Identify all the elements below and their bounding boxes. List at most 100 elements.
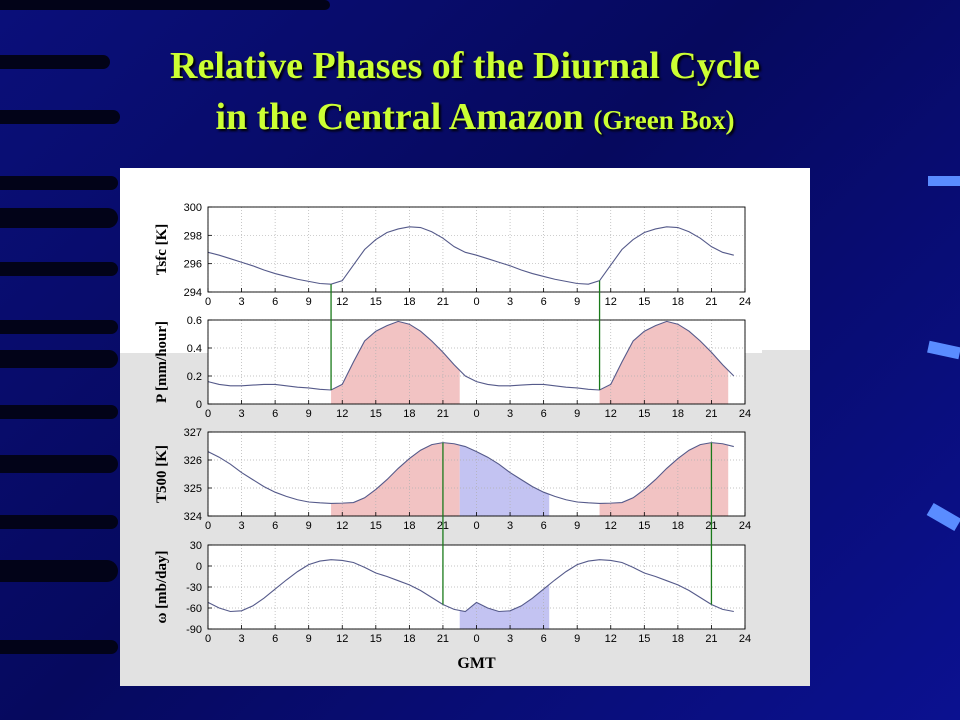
x-tick-label: 18: [403, 633, 415, 645]
bg-stripe: [0, 55, 110, 69]
x-tick-label: 3: [507, 520, 513, 532]
chart-panel: 294 296 298 300 0 3 6 9 12 15 18 21 0 3 6 9 12 15 18 21 24 Ts…: [120, 168, 810, 686]
y-tick-label: 0: [196, 399, 202, 411]
slide-title-line2: in the Central Amazon (Green Box): [10, 95, 940, 139]
x-tick-label: 0: [205, 408, 211, 420]
x-tick-label: 0: [205, 296, 211, 308]
x-tick-label: 6: [541, 296, 547, 308]
x-tick-label: 6: [272, 633, 278, 645]
y-tick-label: 327: [184, 427, 202, 439]
x-tick-label: 6: [272, 296, 278, 308]
x-tick-label: 3: [507, 296, 513, 308]
x-tick-label: 12: [336, 296, 348, 308]
x-tick-label: 18: [403, 520, 415, 532]
x-tick-label: 15: [370, 520, 382, 532]
slide-title-suffix: (Green Box): [593, 105, 735, 135]
x-tick-label: 3: [239, 408, 245, 420]
x-tick-label: 9: [306, 296, 312, 308]
y-tick-label: 326: [184, 455, 202, 467]
shaded-region: [331, 442, 460, 516]
y-tick-label: -90: [186, 624, 202, 636]
x-tick-label: 6: [541, 408, 547, 420]
y-tick-label: 0.6: [187, 315, 202, 327]
shaded-region: [331, 321, 460, 404]
x-tick-label: 9: [574, 296, 580, 308]
x-tick-label: 6: [272, 520, 278, 532]
y-tick-label: 30: [190, 540, 202, 552]
x-tick-label: 15: [638, 408, 650, 420]
shaded-region: [459, 445, 550, 516]
x-tick-label: 21: [437, 633, 449, 645]
x-tick-label: 18: [672, 408, 684, 420]
bg-stripe: [0, 640, 118, 654]
y-axis-label: ω [mb/day]: [154, 550, 170, 623]
x-tick-label: 3: [507, 633, 513, 645]
series-line: [207, 226, 734, 285]
x-tick-label: 3: [239, 296, 245, 308]
x-tick-label: 21: [705, 296, 717, 308]
series-line: [207, 559, 734, 613]
x-tick-label: 0: [473, 520, 479, 532]
bg-stripe: [0, 515, 118, 529]
x-tick-label: 18: [672, 520, 684, 532]
series-line: [207, 320, 735, 391]
bg-dash: [926, 502, 960, 532]
x-tick-label: 15: [370, 633, 382, 645]
slide-title-line1: Relative Phases of the Diurnal Cycle: [170, 45, 760, 87]
y-tick-label: 294: [184, 287, 202, 299]
x-tick-label: 3: [239, 633, 245, 645]
x-tick-label: 9: [574, 633, 580, 645]
bg-stripe: [0, 560, 118, 582]
x-tick-label: 12: [336, 520, 348, 532]
x-tick-label: 9: [574, 520, 580, 532]
y-axis-label: T500 [K]: [154, 445, 170, 503]
bg-stripe: [0, 0, 330, 10]
y-tick-label: 324: [184, 511, 202, 523]
x-tick-label: 12: [605, 633, 617, 645]
x-tick-label: 3: [239, 520, 245, 532]
x-tick-label: 12: [336, 408, 348, 420]
x-tick-label: 15: [370, 296, 382, 308]
x-tick-label: 12: [605, 520, 617, 532]
bg-dash: [928, 176, 960, 186]
bg-dash: [927, 340, 960, 360]
x-tick-label: 0: [473, 408, 479, 420]
x-tick-label: 24: [739, 296, 751, 308]
x-tick-label: 3: [507, 408, 513, 420]
bg-stripe: [0, 110, 120, 124]
x-tick-label: 21: [705, 408, 717, 420]
x-tick-label: 21: [705, 633, 717, 645]
x-tick-label: 12: [605, 296, 617, 308]
bg-stripe: [0, 176, 118, 190]
x-tick-label: 21: [437, 296, 449, 308]
x-tick-label: 24: [739, 520, 751, 532]
x-tick-label: 6: [272, 408, 278, 420]
y-tick-label: 0.2: [187, 371, 202, 383]
shaded-region: [599, 442, 729, 516]
x-tick-label: 12: [336, 633, 348, 645]
x-tick-label: 15: [638, 633, 650, 645]
x-tick-label: 18: [403, 408, 415, 420]
x-tick-label: 15: [638, 296, 650, 308]
x-tick-label: 15: [370, 408, 382, 420]
bg-stripe: [0, 262, 118, 276]
x-tick-label: 9: [306, 633, 312, 645]
x-tick-label: 18: [403, 296, 415, 308]
bg-stripe: [0, 208, 118, 228]
x-tick-label: 9: [306, 520, 312, 532]
x-tick-label: 6: [541, 633, 547, 645]
x-axis-label: GMT: [457, 655, 496, 672]
x-tick-label: 0: [205, 633, 211, 645]
x-tick-label: 9: [306, 408, 312, 420]
x-tick-label: 18: [672, 633, 684, 645]
shaded-region: [459, 584, 550, 629]
x-tick-label: 24: [739, 633, 751, 645]
x-tick-label: 0: [473, 633, 479, 645]
x-tick-label: 24: [739, 408, 751, 420]
y-axis-label: P [mm/hour]: [154, 321, 170, 403]
x-tick-label: 0: [473, 296, 479, 308]
series-line: [207, 442, 734, 504]
y-tick-label: 0: [196, 561, 202, 573]
y-tick-label: 325: [184, 483, 202, 495]
